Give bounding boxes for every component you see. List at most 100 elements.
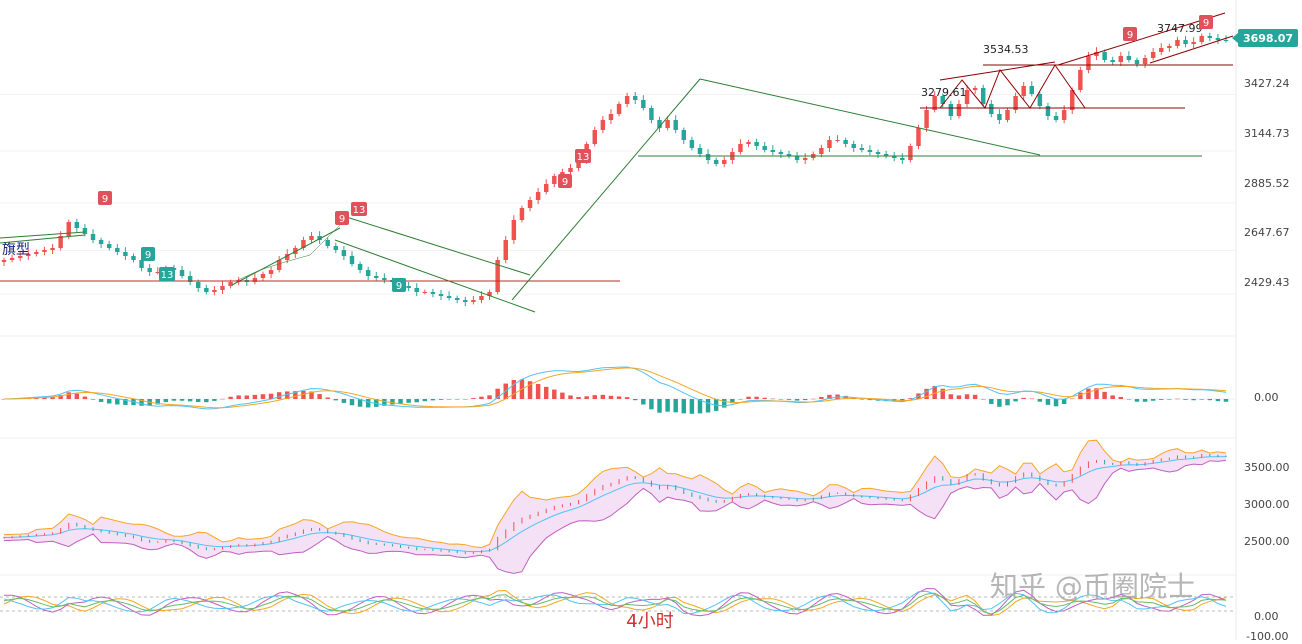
macd-bar bbox=[325, 397, 330, 399]
macd-bar bbox=[1078, 392, 1083, 399]
macd-bar bbox=[236, 395, 241, 399]
macd-bar bbox=[58, 395, 63, 399]
candle-body bbox=[568, 168, 573, 172]
candle-body bbox=[851, 144, 856, 148]
price-tick: 3427.24 bbox=[1244, 77, 1290, 90]
macd-bar bbox=[195, 399, 201, 403]
macd-bar bbox=[471, 398, 476, 399]
candle-body bbox=[155, 272, 160, 273]
candle-body bbox=[835, 140, 840, 141]
macd-bar bbox=[276, 392, 282, 399]
macd-bar bbox=[341, 399, 347, 403]
candle-body bbox=[997, 114, 1002, 120]
candle-body bbox=[511, 220, 517, 240]
rsi-pane bbox=[0, 587, 1236, 617]
macd-bar bbox=[1159, 399, 1164, 400]
candle-body bbox=[220, 286, 225, 290]
macd-bar bbox=[908, 398, 913, 399]
macd-bar bbox=[422, 399, 428, 402]
candle-body bbox=[1142, 58, 1148, 64]
macd-bar bbox=[414, 399, 419, 403]
td-red-marker bbox=[1123, 27, 1137, 41]
wedge-top-line bbox=[1057, 12, 1226, 66]
candle-body bbox=[414, 288, 419, 292]
candle-body bbox=[900, 158, 905, 160]
candle-body bbox=[608, 114, 614, 120]
macd-bar bbox=[1094, 388, 1099, 399]
macd-bar bbox=[333, 399, 339, 401]
macd-bar bbox=[1134, 399, 1140, 402]
candle-body bbox=[689, 140, 695, 148]
macd-bar bbox=[948, 394, 954, 399]
macd-bar bbox=[649, 399, 654, 410]
wedge-bottom-line bbox=[1149, 35, 1234, 64]
pattern-label: 旗型 bbox=[2, 242, 30, 258]
td-red-label: 9 bbox=[1127, 30, 1133, 41]
macd-bar bbox=[786, 399, 792, 400]
candle-body bbox=[228, 282, 233, 286]
candle-body bbox=[657, 120, 662, 128]
macd-bar bbox=[657, 399, 662, 413]
macd-bar bbox=[349, 399, 355, 406]
macd-bar bbox=[309, 391, 314, 399]
macd-bar bbox=[1126, 399, 1132, 400]
price-axis: 3427.24 3144.73 2885.52 2647.67 2429.43 … bbox=[1232, 29, 1298, 289]
candle-body bbox=[1094, 52, 1099, 56]
candle-body bbox=[1183, 40, 1188, 44]
macd-bar bbox=[819, 396, 824, 399]
candle-body bbox=[382, 278, 387, 280]
macd-bar bbox=[1223, 399, 1229, 402]
candle-body bbox=[705, 154, 711, 160]
candle-body bbox=[738, 144, 743, 152]
td-red-label: 9 bbox=[102, 194, 108, 205]
macd-bar bbox=[673, 399, 678, 413]
candle-body bbox=[592, 130, 597, 144]
candle-body bbox=[519, 208, 525, 220]
macd-bar bbox=[989, 399, 994, 404]
macd-bar bbox=[584, 396, 589, 399]
macd-bar bbox=[163, 399, 169, 403]
candle-body bbox=[147, 268, 152, 272]
price-tick: 2647.67 bbox=[1244, 226, 1290, 239]
macd-bar bbox=[932, 385, 937, 399]
candle-body bbox=[131, 256, 136, 260]
candle-body bbox=[422, 292, 428, 293]
candle-body bbox=[883, 154, 889, 156]
macd-bar bbox=[1215, 399, 1221, 402]
macd-bar bbox=[50, 397, 55, 399]
macd-bar bbox=[633, 399, 638, 401]
candle-body bbox=[495, 260, 500, 292]
candle-body bbox=[770, 150, 776, 152]
macd-bar bbox=[406, 399, 411, 403]
macd-bar bbox=[1013, 399, 1018, 402]
macd-bar bbox=[827, 394, 832, 399]
current-price: 3698.07 bbox=[1243, 32, 1293, 45]
candle-body bbox=[633, 96, 638, 100]
candle-body bbox=[665, 120, 670, 128]
macd-bar bbox=[106, 399, 112, 404]
macd-bar bbox=[956, 395, 962, 399]
macd-bar bbox=[964, 394, 970, 399]
macd-bar bbox=[576, 397, 581, 399]
macd-bar bbox=[560, 392, 565, 399]
candle-body bbox=[17, 256, 23, 258]
macd-bar bbox=[1021, 397, 1026, 399]
td-red-marker bbox=[558, 174, 572, 188]
macd-bar bbox=[1118, 396, 1124, 399]
candle-body bbox=[543, 184, 549, 192]
macd-bar bbox=[487, 395, 492, 399]
annotation-3534: 3534.53 bbox=[983, 43, 1029, 56]
td-green-label: 9 bbox=[396, 281, 402, 292]
macd-bar bbox=[924, 388, 929, 399]
candle-body bbox=[794, 156, 800, 160]
candle-body bbox=[204, 288, 209, 292]
candle-body bbox=[778, 152, 784, 154]
candles-group bbox=[1, 32, 1229, 306]
macd-bar bbox=[1175, 398, 1180, 400]
macd-bar bbox=[616, 396, 622, 399]
candle-body bbox=[649, 108, 654, 120]
descending-line bbox=[699, 78, 1041, 156]
candle-body bbox=[333, 246, 339, 250]
candle-body bbox=[1167, 46, 1172, 48]
